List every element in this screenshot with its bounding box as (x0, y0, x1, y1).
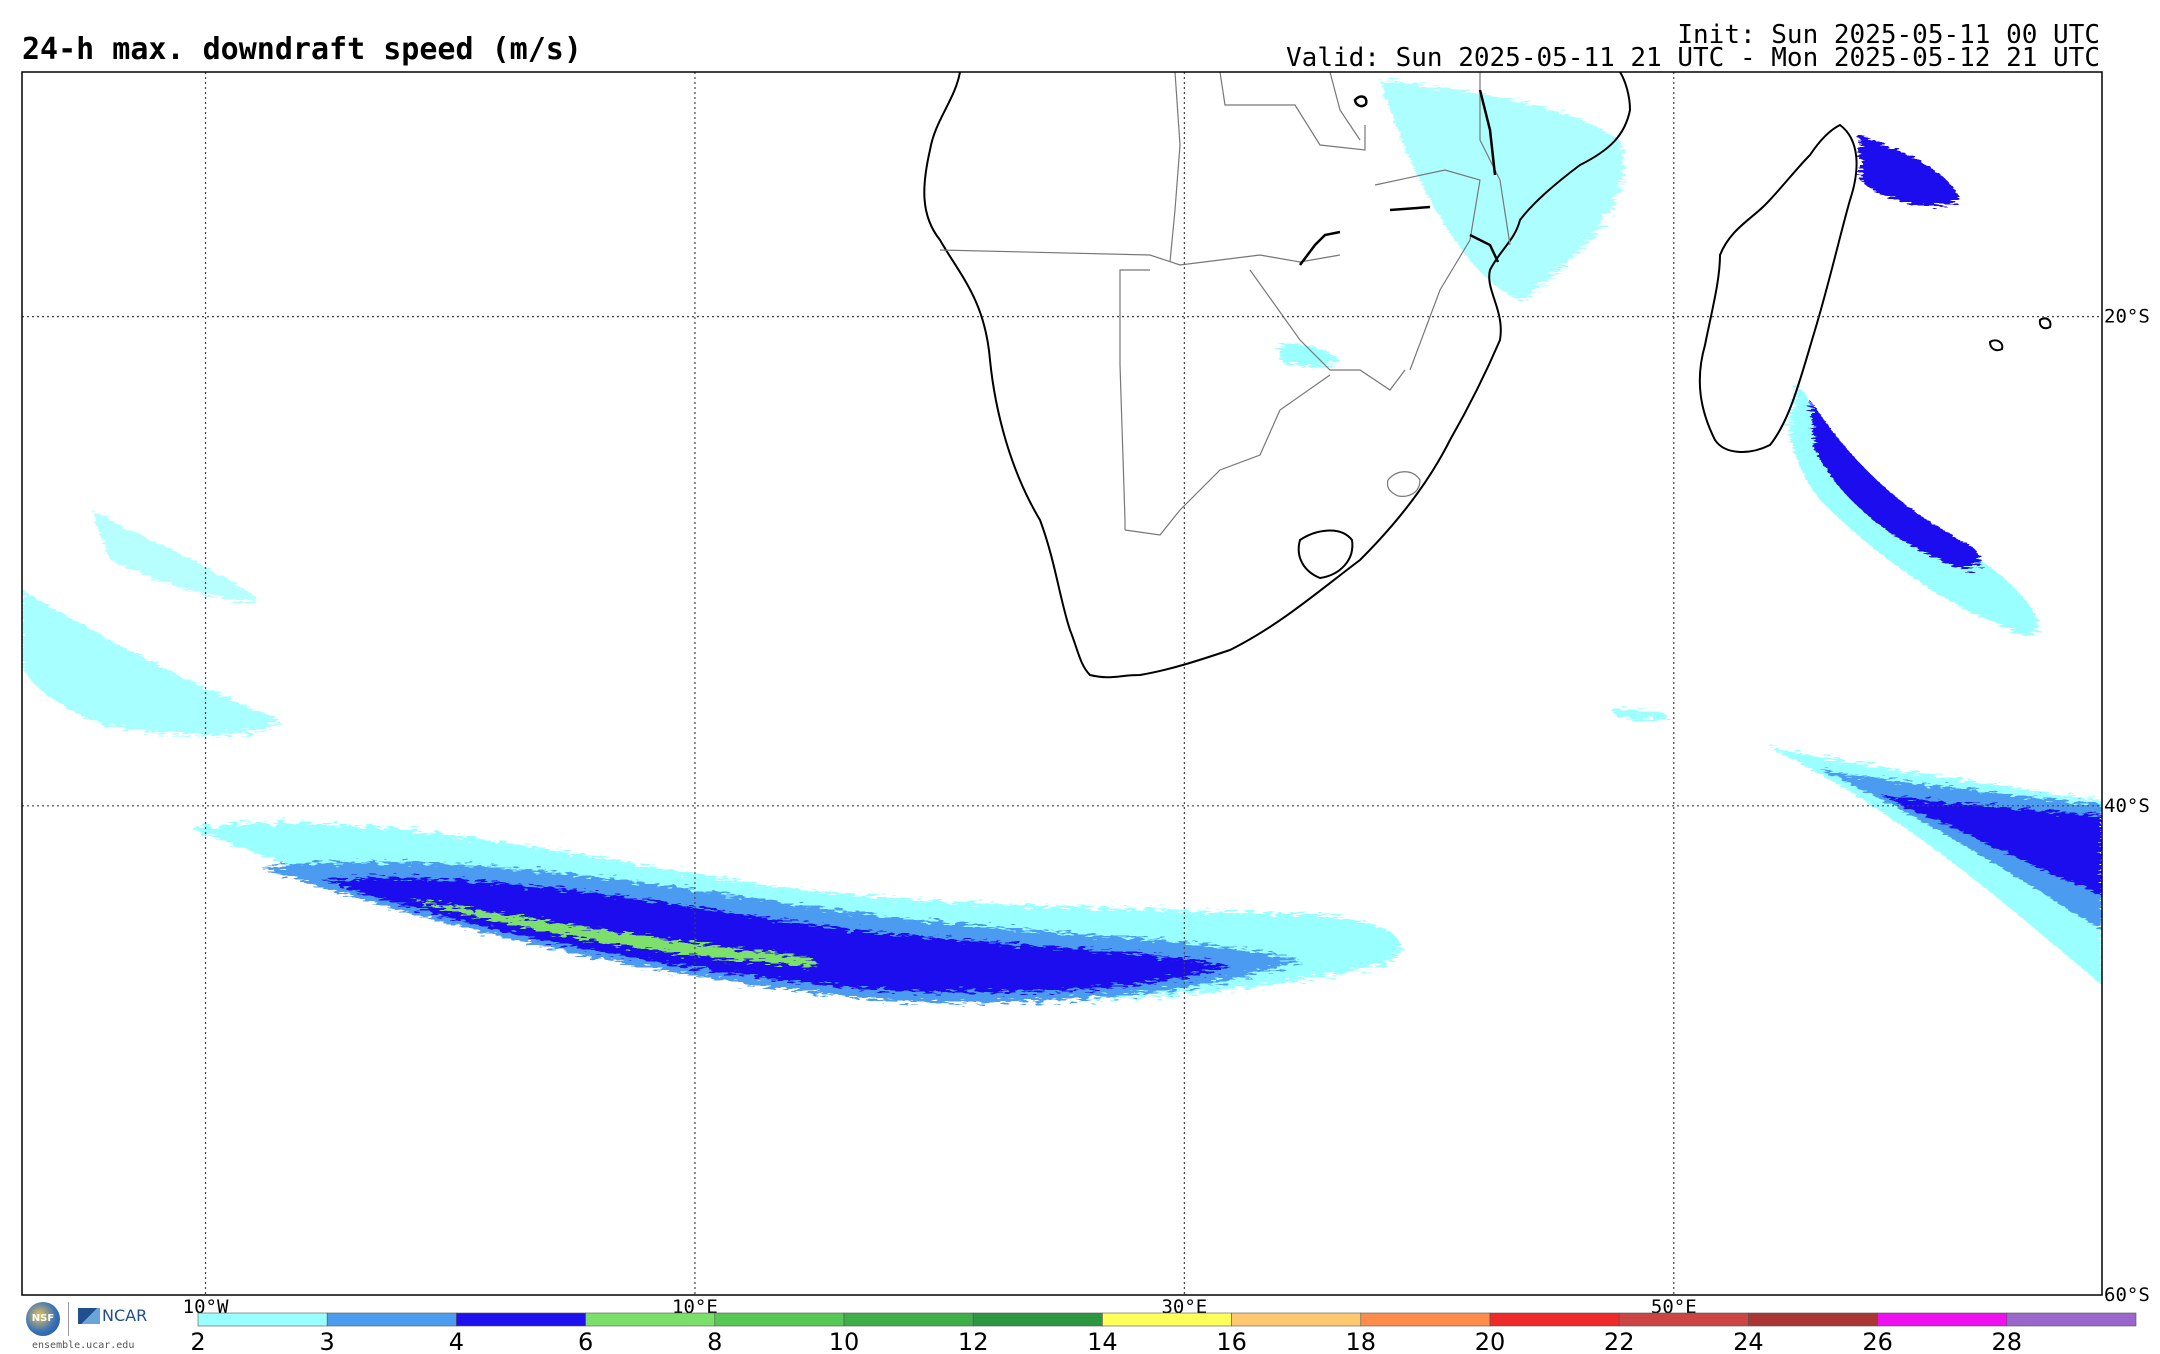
country-borders (939, 72, 1511, 536)
colorbar-swatch (2006, 1312, 2137, 1327)
africa-coastline (923, 72, 1632, 679)
lat-label: 40°S (2104, 795, 2150, 817)
colorbar-swatch (197, 1312, 328, 1327)
plume-madagascar-north (1860, 135, 1960, 207)
lon-label: 30°E (1161, 1296, 1207, 1318)
colorbar-swatch (585, 1312, 716, 1327)
colorbar-swatch (1231, 1312, 1362, 1327)
colorbar-swatch (456, 1312, 586, 1327)
colorbar: 2 3 4 6 8 10 12 14 16 18 20 22 24 26 28 (190, 1312, 2137, 1354)
graticule-labels: 10°W 10°E 30°E 50°E 20°S 40°S 60°S (183, 306, 2150, 1318)
colorbar-swatch (1360, 1312, 1491, 1327)
patch-east-small (1615, 709, 1670, 721)
colorbar-tick-label: 16 (1216, 1328, 1247, 1354)
patch-west (22, 590, 280, 735)
colorbar-swatch (714, 1312, 845, 1327)
downdraft-field (22, 80, 2102, 1003)
island-mauritius (1988, 339, 2004, 352)
graticule (22, 72, 2102, 1295)
ncar-label: NCAR (102, 1306, 148, 1325)
colorbar-tick-label: 18 (1346, 1328, 1377, 1354)
site-url: ensemble.ucar.edu (32, 1340, 135, 1351)
init-time: Init: Sun 2025-05-11 00 UTC (1677, 20, 2100, 50)
colorbar-tick-label: 14 (1087, 1328, 1118, 1354)
colorbar-swatch (972, 1312, 1103, 1327)
lon-label: 10°E (672, 1296, 718, 1318)
logo-area: NSF NCAR ensemble.ucar.edu (22, 1298, 172, 1354)
colorbar-swatch (326, 1312, 457, 1327)
map-title: 24-h max. downdraft speed (m/s) (22, 32, 582, 67)
colorbar-tick-label: 26 (1862, 1328, 1893, 1354)
colorbar-swatch (1489, 1312, 1620, 1327)
colorbar-tick-label: 8 (707, 1328, 722, 1354)
lakes (1299, 89, 1500, 266)
colorbar-tick-label: 20 (1475, 1328, 1506, 1354)
colorbar-swatch (843, 1312, 974, 1327)
colorbar-tick-label: 24 (1733, 1328, 1764, 1354)
patch-southern-africa (1280, 343, 1340, 367)
valid-time: Valid: Sun 2025-05-11 21 UTC - Mon 2025-… (1286, 43, 2100, 73)
colorbar-tick-label: 12 (958, 1328, 989, 1354)
patch-west-north (90, 510, 260, 601)
logo-divider (68, 1302, 69, 1336)
lesotho-outline (1297, 529, 1354, 580)
map-frame (21, 71, 2103, 1296)
nsf-logo: NSF (26, 1302, 60, 1336)
coastlines (923, 72, 2052, 679)
swath-dark-main (320, 877, 1230, 993)
colorbar-tick-label: 2 (190, 1328, 205, 1354)
ncar-logo: NCAR (78, 1306, 147, 1325)
lon-label: 10°W (183, 1296, 229, 1318)
plume-dark-madagascar (1810, 400, 1981, 569)
colorbar-swatch (1618, 1312, 1749, 1327)
lon-label: 50°E (1651, 1296, 1697, 1318)
colorbar-tick-label: 28 (1992, 1328, 2023, 1354)
swath-dark-se (1880, 795, 2102, 895)
colorbar-swatch (1877, 1312, 2008, 1327)
swath-green-main (410, 900, 818, 966)
ncar-mark-icon (78, 1307, 100, 1324)
colorbar-tick-label: 4 (449, 1328, 464, 1354)
plume-light-madagascar (1789, 385, 2039, 635)
colorbar-tick-label: 3 (320, 1328, 335, 1354)
colorbar-swatch (1748, 1312, 1878, 1327)
island-reunion (2038, 317, 2052, 330)
madagascar-coastline (1698, 123, 1858, 453)
colorbar-tick-label: 22 (1604, 1328, 1635, 1354)
colorbar-swatch (1102, 1312, 1232, 1327)
colorbar-tick-label: 6 (578, 1328, 593, 1354)
colorbar-tick-label: 10 (829, 1328, 860, 1354)
lat-label: 20°S (2104, 306, 2150, 328)
lat-label: 60°S (2104, 1284, 2150, 1306)
